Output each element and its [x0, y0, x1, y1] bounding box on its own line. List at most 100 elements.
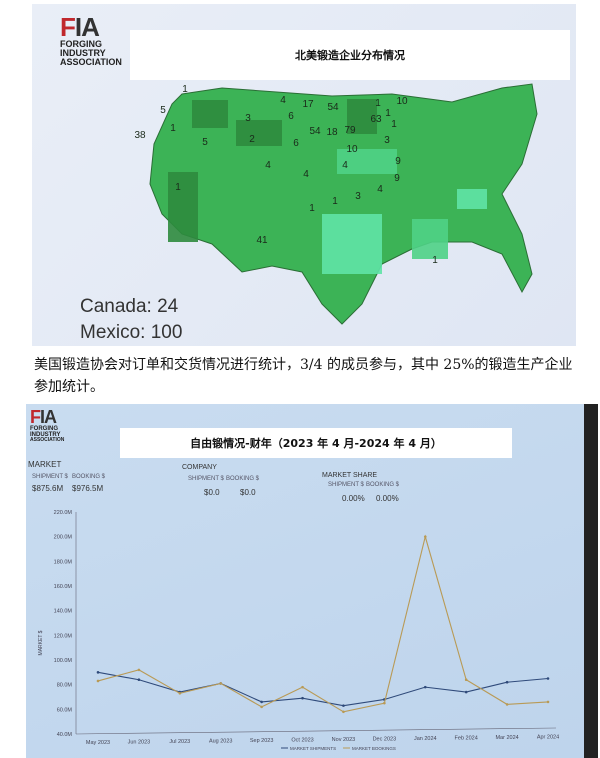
state-new-mexico: [322, 214, 382, 274]
y-tick-label: 140.0M: [54, 609, 73, 615]
x-tick-label: Sep 2023: [250, 738, 274, 744]
series-line-1: [97, 534, 549, 713]
data-point: [342, 704, 345, 707]
market-share-label: MARKET SHARE: [322, 472, 378, 479]
state-count-ne: 3: [245, 113, 251, 124]
x-tick-label: Apr 2024: [537, 735, 559, 741]
state-count-al: 3: [355, 191, 361, 202]
y-tick-label: 40.0M: [57, 732, 73, 738]
state-count-mo: 6: [293, 138, 299, 149]
chart-slide-photo: FIA FORGING INDUSTRY ASSOCIATION 自由锻情况-财…: [26, 404, 598, 758]
x-tick-label: Jul 2023: [169, 739, 190, 745]
state-count-ok: 4: [265, 160, 271, 171]
x-axis: [75, 727, 557, 735]
state-count-tx: 41: [256, 235, 268, 246]
x-tick-label: Mar 2024: [495, 735, 518, 741]
company-shipment-value: $0.0: [204, 488, 220, 497]
data-point: [546, 677, 550, 680]
x-tick-label: Jan 2024: [414, 736, 437, 742]
data-point: [96, 671, 100, 674]
logo-line: ASSOCIATION: [60, 57, 122, 67]
data-point: [383, 701, 386, 705]
state-utah: [337, 149, 397, 174]
market-line-chart: 40.0M 60.0M 80.0M 100.0M 120.0M 140.0M 160.0M 1…: [38, 510, 559, 751]
data-point: [464, 690, 468, 694]
state-count-ky: 10: [346, 144, 358, 155]
company-booking-label: BOOKING $: [226, 476, 260, 482]
logo-line: INDUSTRY: [30, 432, 61, 438]
state-count-ca: 38: [134, 130, 146, 141]
data-point: [178, 692, 182, 695]
state-count-oh: 79: [344, 125, 356, 136]
y-tick-label: 160.0M: [54, 584, 73, 590]
x-tick-label: Nov 2023: [332, 737, 356, 743]
y-tick-label: 180.0M: [54, 559, 73, 565]
state-count-tn: 4: [342, 160, 348, 171]
state-count-la: 1: [309, 203, 315, 214]
y-tick-label: 200.0M: [54, 535, 73, 541]
data-point: [546, 700, 550, 704]
state-count-nj: 1: [391, 119, 397, 130]
data-point: [137, 678, 141, 682]
company-booking-value: $0.0: [240, 488, 256, 497]
slide-title: 自由锻情况-财年（2023 年 4 月-2024 年 4 月）: [120, 428, 512, 458]
data-point: [96, 679, 100, 683]
state-count-ny: 1: [375, 98, 381, 109]
state-count-nc: 9: [395, 156, 401, 167]
data-point: [260, 700, 263, 704]
data-point: [342, 710, 345, 714]
share-shipment-value: 0.00%: [342, 494, 365, 503]
state-count-mn: 4: [280, 95, 286, 106]
fia-logo: FIA FORGING INDUSTRY ASSOCIATION: [60, 12, 122, 67]
state-kentucky: [457, 189, 487, 209]
market-shipment-value: $875.6M: [32, 484, 64, 493]
screen-edge: [584, 404, 598, 758]
state-count-wa: 1: [182, 84, 188, 95]
x-tick-label: May 2023: [86, 740, 110, 746]
share-shipment-label: SHIPMENT $: [328, 482, 364, 488]
state-colorado: [236, 120, 282, 146]
market-booking-value: $976.5M: [72, 484, 104, 493]
data-point: [219, 682, 223, 685]
state-count-ar: 4: [303, 169, 309, 180]
x-tick-label: Dec 2023: [373, 737, 397, 743]
legend-label: MARKET SHIPMENTS: [290, 746, 336, 751]
mexico-count: Mexico: 100: [80, 322, 183, 343]
market-label: MARKET: [28, 460, 62, 469]
y-tick-label: 220.0M: [54, 510, 73, 516]
x-tick-label: Jun 2023: [128, 740, 151, 746]
state-count-fl: 1: [432, 255, 438, 266]
y-tick-label: 60.0M: [57, 707, 73, 713]
state-wyoming: [192, 100, 228, 128]
share-booking-label: BOOKING $: [366, 482, 400, 488]
state-count-wi: 17: [302, 99, 314, 110]
data-point: [464, 678, 468, 682]
state-mississippi: [412, 219, 448, 259]
data-point: [260, 705, 263, 709]
market-booking-label: BOOKING $: [72, 474, 106, 480]
country-counts: Canada: 24 Mexico: 100: [80, 294, 182, 346]
state-count-in: 18: [326, 127, 338, 138]
state-count-or: 5: [160, 105, 166, 116]
state-count-ga: 4: [377, 184, 383, 195]
logo-line: FORGING: [60, 39, 102, 49]
market-shipment-label: SHIPMENT $: [32, 474, 68, 480]
data-point: [137, 668, 141, 672]
y-tick-label: 120.0M: [54, 633, 73, 639]
state-count-az: 1: [175, 182, 181, 193]
data-point: [423, 535, 427, 538]
state-count-ia: 6: [288, 111, 294, 122]
logo-line: ASSOCIATION: [30, 437, 65, 443]
x-tick-label: Feb 2024: [455, 736, 478, 742]
state-count-va: 3: [384, 135, 390, 146]
state-california: [168, 172, 198, 242]
y-axis-label: MARKET $: [38, 630, 44, 655]
data-point: [423, 685, 427, 689]
state-count-mi: 54: [327, 102, 339, 113]
share-booking-value: 0.00%: [376, 494, 399, 503]
map-slide-photo: FIA FORGING INDUSTRY ASSOCIATION 北美锻造企业分…: [32, 4, 576, 346]
state-minnesota: [347, 99, 377, 134]
state-count-nv: 1: [170, 123, 176, 134]
logo-line: INDUSTRY: [60, 48, 106, 58]
